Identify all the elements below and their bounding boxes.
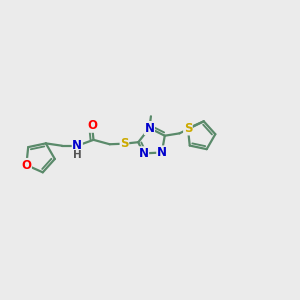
Text: O: O (87, 119, 97, 132)
Text: S: S (120, 137, 129, 150)
Text: N: N (72, 139, 82, 152)
Text: H: H (73, 150, 82, 160)
Text: N: N (139, 147, 148, 160)
Text: O: O (21, 158, 31, 172)
Text: N: N (145, 122, 154, 135)
Text: N: N (157, 146, 167, 159)
Text: S: S (184, 122, 192, 135)
